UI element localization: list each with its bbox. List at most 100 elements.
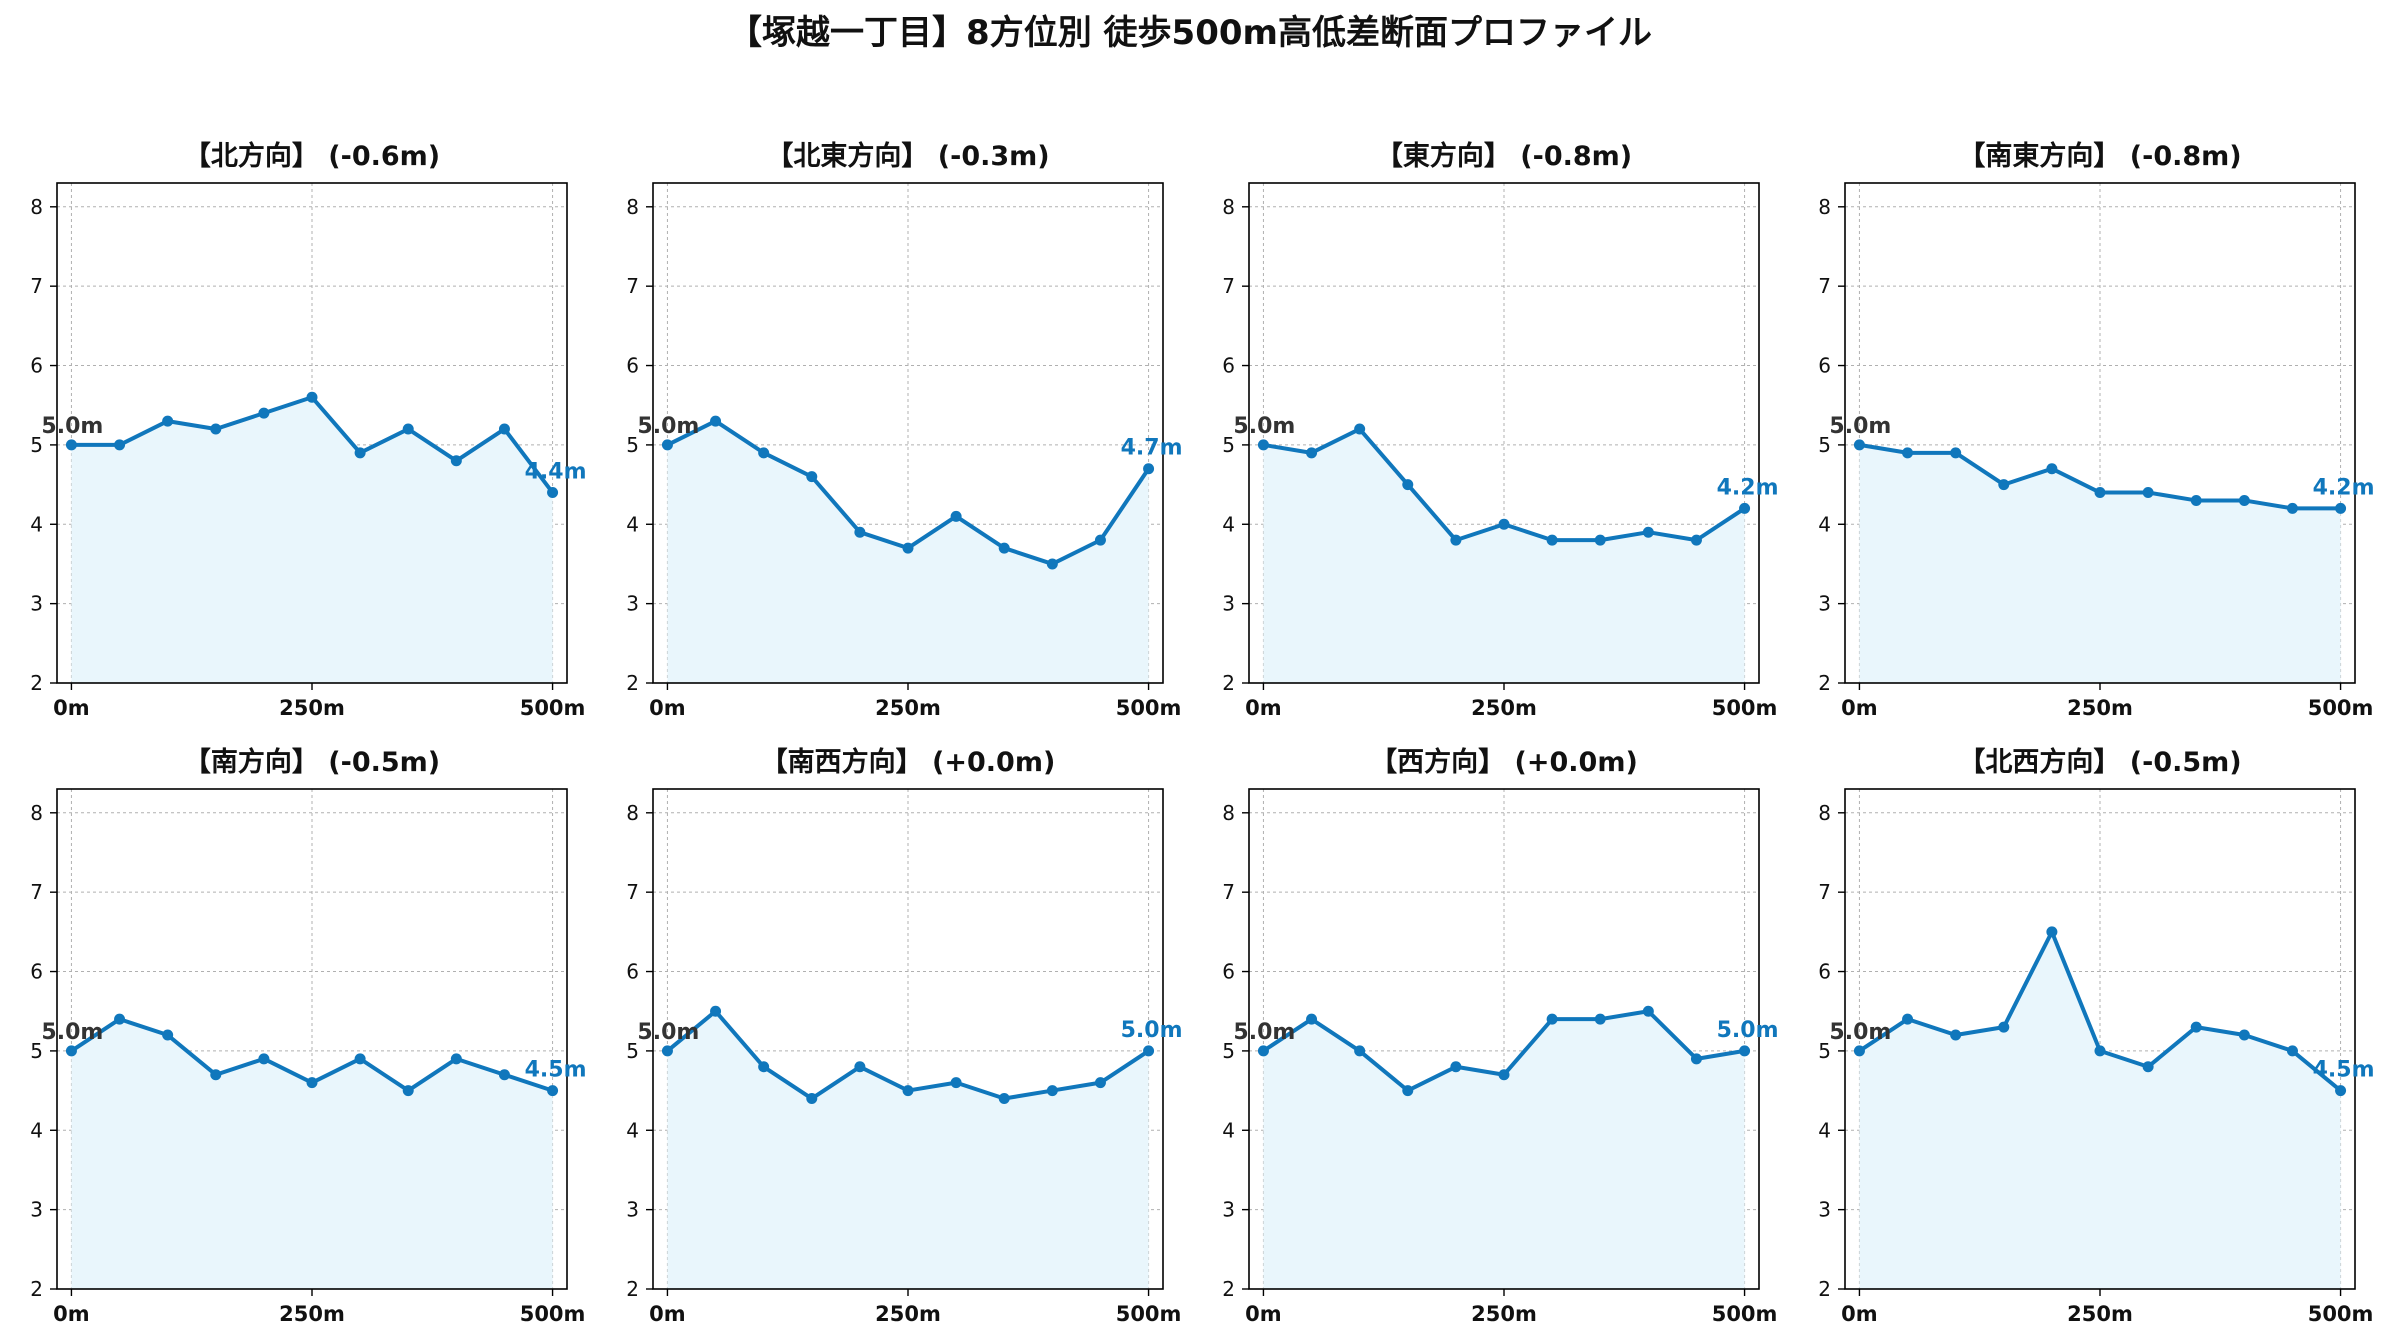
x-tick-label: 0m (53, 696, 90, 720)
x-tick-label: 250m (1471, 1302, 1537, 1326)
plot-frame (1844, 788, 2356, 1290)
data-point (1950, 447, 1962, 459)
data-point (661, 439, 673, 451)
data-point (710, 415, 722, 427)
x-tick-label: 500m (2308, 1302, 2374, 1326)
y-tick-label: 2 (1818, 671, 1831, 695)
end-value-label: 4.4m (525, 460, 587, 485)
data-point (998, 542, 1010, 554)
start-value-label: 5.0m (1829, 414, 1891, 439)
data-point (758, 447, 770, 459)
data-point (1354, 423, 1366, 435)
data-point (1450, 1061, 1462, 1073)
end-value-label: 4.2m (1717, 475, 1779, 500)
y-tick-label: 6 (626, 960, 639, 984)
data-point (1739, 1045, 1751, 1057)
y-tick-label: 6 (1818, 960, 1831, 984)
y-tick-label: 7 (30, 880, 43, 904)
series-area (71, 397, 553, 683)
plot-frame (1248, 182, 1760, 684)
data-point (1998, 479, 2010, 491)
data-point (2190, 494, 2202, 506)
data-point (162, 415, 174, 427)
x-tick-label: 250m (1471, 696, 1537, 720)
y-tick-label: 2 (1222, 1277, 1235, 1301)
y-tick-label: 5 (1818, 1039, 1831, 1063)
plot-frame (1248, 788, 1760, 1290)
y-tick-label: 8 (1818, 801, 1831, 825)
x-tick-label: 500m (520, 696, 586, 720)
data-point (1046, 558, 1058, 570)
series-area (1263, 429, 1745, 683)
plot-frame (652, 182, 1164, 684)
data-point (306, 391, 318, 403)
data-point (902, 542, 914, 554)
y-tick-label: 5 (30, 1039, 43, 1063)
series-area (667, 1011, 1149, 1289)
y-tick-label: 2 (1222, 671, 1235, 695)
y-tick-label: 4 (1222, 1118, 1235, 1142)
data-point (450, 455, 462, 467)
data-point (1642, 1005, 1654, 1017)
data-point (758, 1061, 770, 1073)
y-tick-label: 4 (30, 512, 43, 536)
plot-frame (56, 182, 568, 684)
y-tick-label: 5 (1222, 1039, 1235, 1063)
data-point (1853, 439, 1865, 451)
data-point (1950, 1029, 1962, 1041)
panel-3: 【南東方向】 (-0.8m) 2 3 4 5 6 7 8 0m 250m 500m 5.0m 4.2m (1818, 140, 2374, 720)
data-point (1306, 447, 1318, 459)
plot-frame (1844, 182, 2356, 684)
y-tick-label: 7 (30, 274, 43, 298)
y-tick-label: 6 (1222, 960, 1235, 984)
data-point (547, 1085, 559, 1097)
data-point (162, 1029, 174, 1041)
data-point (450, 1053, 462, 1065)
x-tick-label: 250m (2067, 1302, 2133, 1326)
x-tick-label: 500m (1116, 696, 1182, 720)
y-tick-label: 4 (1818, 512, 1831, 536)
panel-2: 【東方向】 (-0.8m) 2 3 4 5 6 7 8 0m 250m 500m 5.0m 4.2m (1222, 140, 1778, 720)
data-point (1853, 1045, 1865, 1057)
end-value-label: 4.5m (2313, 1058, 2375, 1083)
x-tick-label: 250m (875, 696, 941, 720)
data-point (1642, 526, 1654, 538)
data-point (1450, 534, 1462, 546)
y-tick-label: 3 (1222, 1198, 1235, 1222)
x-tick-label: 0m (649, 696, 686, 720)
x-tick-label: 0m (1245, 696, 1282, 720)
data-point (2238, 1029, 2250, 1041)
plot-frame (652, 788, 1164, 1290)
start-value-label: 5.0m (1233, 414, 1295, 439)
end-value-label: 5.0m (1717, 1018, 1779, 1043)
y-tick-label: 3 (30, 1198, 43, 1222)
data-point (114, 1013, 126, 1025)
data-point (1306, 1013, 1318, 1025)
data-point (114, 439, 126, 451)
y-tick-label: 7 (1818, 880, 1831, 904)
y-tick-label: 2 (626, 1277, 639, 1301)
panel-0: 【北方向】 (-0.6m) 2 3 4 5 6 7 8 0m 250m 500m 5.0m 4.4m (30, 140, 586, 720)
data-point (1094, 534, 1106, 546)
panel-title: 【南西方向】 (+0.0m) (761, 746, 1056, 778)
y-tick-label: 6 (1818, 354, 1831, 378)
data-point (1998, 1021, 2010, 1033)
y-tick-label: 6 (30, 354, 43, 378)
data-point (354, 447, 366, 459)
y-tick-label: 8 (1222, 801, 1235, 825)
data-point (65, 439, 77, 451)
y-tick-label: 4 (1818, 1118, 1831, 1142)
y-tick-label: 3 (626, 1198, 639, 1222)
y-tick-label: 5 (626, 1039, 639, 1063)
y-tick-label: 5 (1222, 433, 1235, 457)
y-tick-label: 6 (1222, 354, 1235, 378)
y-tick-label: 3 (1818, 1198, 1831, 1222)
data-point (2094, 487, 2106, 499)
data-point (1690, 1053, 1702, 1065)
data-point (998, 1093, 1010, 1105)
data-point (2286, 1045, 2298, 1057)
end-value-label: 4.7m (1121, 436, 1183, 461)
x-tick-label: 0m (1841, 1302, 1878, 1326)
data-point (2286, 502, 2298, 514)
